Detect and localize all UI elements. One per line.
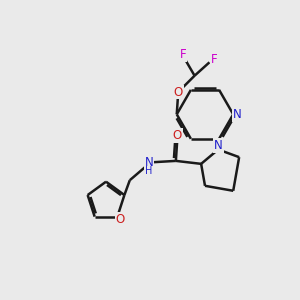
Text: O: O bbox=[116, 213, 125, 226]
Text: F: F bbox=[211, 53, 217, 66]
Text: H: H bbox=[146, 166, 153, 176]
Text: F: F bbox=[179, 48, 186, 62]
Text: N: N bbox=[214, 139, 223, 152]
Text: N: N bbox=[233, 108, 242, 121]
Text: O: O bbox=[174, 85, 183, 98]
Text: O: O bbox=[173, 129, 182, 142]
Text: N: N bbox=[145, 156, 154, 169]
